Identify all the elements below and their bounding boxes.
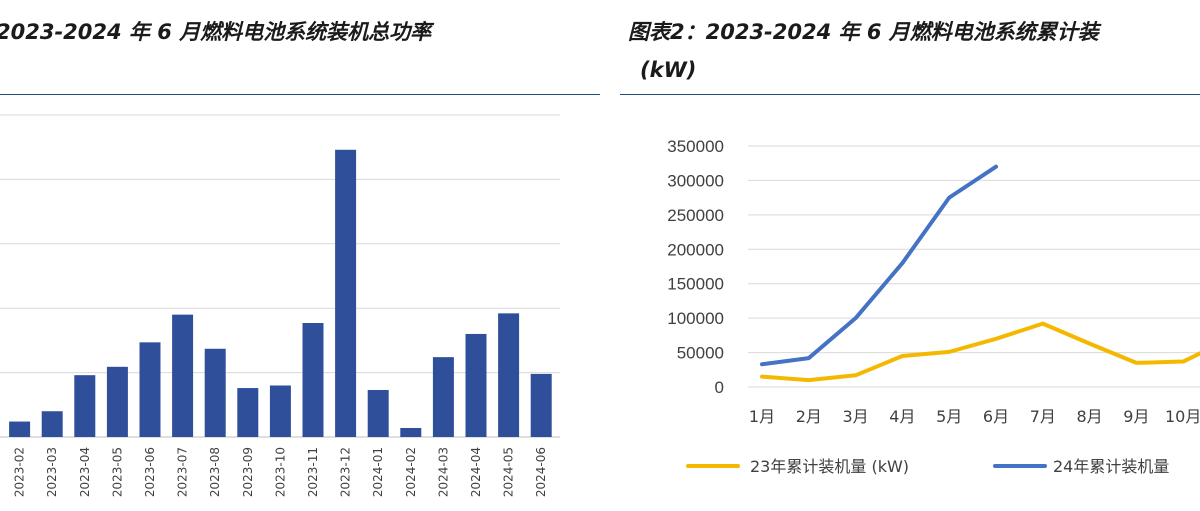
bar-2024-02 — [400, 427, 422, 437]
x-tick-label: 2023-05 — [110, 447, 124, 497]
title-rule-right — [620, 94, 1200, 95]
y-tick-label: 100000 — [667, 309, 724, 328]
y-tick-label: 200000 — [667, 240, 724, 259]
y-tick-label: 250000 — [667, 206, 724, 225]
x-tick-label: 2024-04 — [469, 447, 483, 497]
chart-right-title: 图表2：2023-2024 年 6 月燃料电池系统累计装 — [628, 20, 1099, 44]
series-line-2024 — [760, 164, 998, 367]
bar-2024-05 — [498, 313, 520, 437]
x-tick-label: 6月 — [983, 407, 1009, 426]
chart-left-title: 2023-2024 年 6 月燃料电池系统装机总功率 — [0, 20, 432, 44]
bar-2023-10 — [269, 385, 291, 437]
y-tick-label: 300000 — [667, 171, 724, 190]
y-tick-label: 0 — [715, 378, 724, 397]
bar-2023-07 — [172, 314, 194, 437]
x-tick-label: 2024-01 — [371, 447, 385, 497]
line-chart-cumulative-installed: 0 50000 100000 150000 200000 250000 300000 3500… — [667, 137, 1200, 476]
x-tick-label: 2024-05 — [502, 447, 516, 497]
y-tick-label: 150000 — [667, 275, 724, 294]
x-tick-label: 2023-03 — [45, 447, 59, 497]
legend-label: 23年累计装机量 (kW) — [750, 457, 909, 476]
x-tick-label: 2023-06 — [143, 447, 157, 497]
bar-2023-11 — [302, 323, 324, 437]
bar-2023-04 — [74, 375, 96, 437]
bar-chart-installed-power: 12023-022023-032023-042023-052023-062023… — [0, 114, 560, 497]
bar-2023-09 — [237, 388, 259, 437]
bar-2023-03 — [41, 411, 63, 437]
x-tick-label: 2023-07 — [176, 447, 190, 497]
x-tick-label: 2023-10 — [273, 447, 287, 497]
x-tick-label: 10月 — [1165, 407, 1200, 426]
y-tick-label: 50000 — [677, 344, 724, 363]
legend-label: 24年累计装机量 — [1053, 457, 1169, 476]
x-tick-label: 2月 — [796, 407, 822, 426]
x-tick-label: 2024-03 — [436, 447, 450, 497]
bar-2023-05 — [106, 366, 128, 437]
x-tick-label: 2024-06 — [534, 447, 548, 497]
bar-2023-08 — [204, 348, 226, 437]
bar-2024-03 — [432, 357, 454, 437]
bar-2023-06 — [139, 342, 161, 437]
x-tick-label: 1月 — [749, 407, 775, 426]
x-tick-label: 7月 — [1030, 407, 1056, 426]
x-tick-label: 2023-08 — [208, 447, 222, 497]
x-tick-label: 4月 — [889, 407, 915, 426]
title-rule-left — [0, 94, 600, 95]
bar-2024-04 — [465, 333, 487, 437]
bar-2024-01 — [367, 389, 389, 437]
x-tick-label: 2023-11 — [306, 447, 320, 497]
series-line-2023 — [760, 321, 1200, 383]
bar-2024-06 — [530, 373, 552, 437]
x-tick-label: 2023-09 — [241, 447, 255, 497]
x-tick-label: 9月 — [1123, 407, 1149, 426]
x-tick-label: 8月 — [1077, 407, 1103, 426]
bar-2023-12 — [335, 149, 357, 437]
x-tick-label: 5月 — [936, 407, 962, 426]
x-tick-label: 2024-02 — [404, 447, 418, 497]
x-tick-label: 3月 — [843, 407, 869, 426]
x-tick-label: 2023-04 — [78, 447, 92, 497]
bar-2023-02 — [9, 421, 31, 437]
chart-right-title-unit: (kW) — [640, 58, 697, 82]
x-tick-label: 2023-12 — [339, 447, 353, 497]
x-tick-label: 2023-02 — [13, 447, 27, 497]
y-tick-label: 350000 — [667, 137, 724, 156]
